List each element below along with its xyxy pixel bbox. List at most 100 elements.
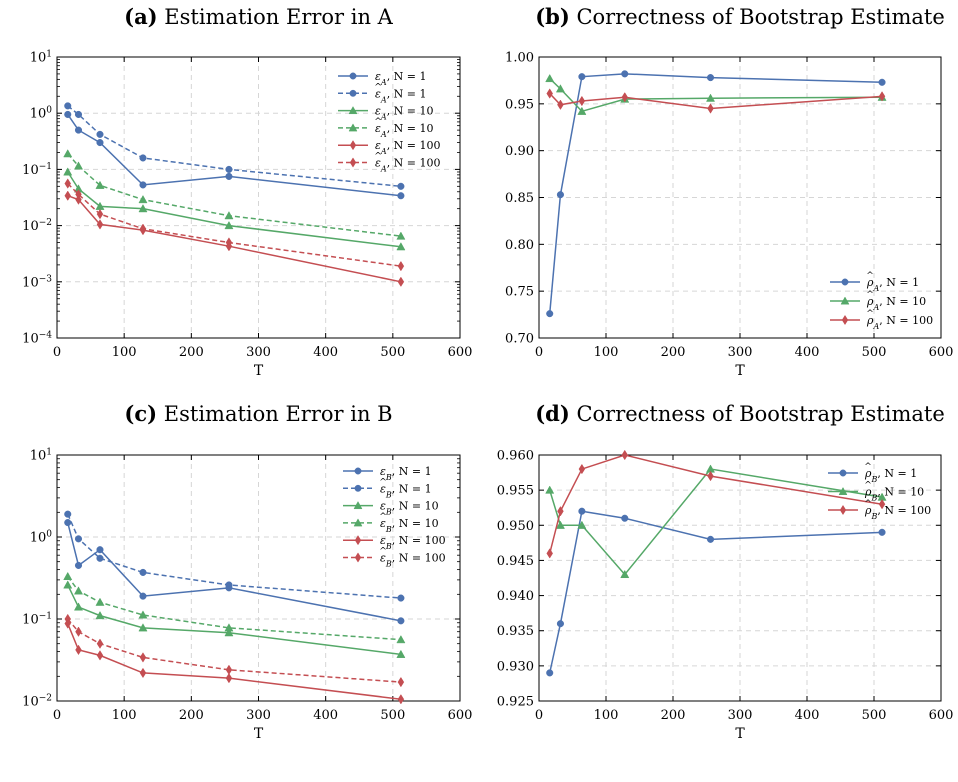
- hat-accent: ^: [374, 152, 382, 162]
- hat-accent: ^: [379, 512, 387, 522]
- data-point: [225, 672, 233, 684]
- x-tick-label: 400: [313, 345, 338, 360]
- data-point: [225, 172, 233, 180]
- data-point: [706, 535, 715, 543]
- legend-marker: [349, 157, 357, 168]
- data-point: [705, 93, 716, 102]
- data-point: [621, 92, 629, 103]
- data-point: [224, 220, 234, 230]
- data-point: [555, 520, 565, 529]
- data-point: [545, 73, 555, 83]
- legend-label: εA, N = 10: [375, 122, 434, 139]
- data-point: [546, 310, 554, 318]
- series-line: [67, 618, 401, 683]
- series-group: [63, 102, 406, 287]
- legend-label: εB, N = 10: [380, 500, 439, 516]
- legend: ρB, N = 1^ρB, N = 10^ρB, N = 100^: [828, 463, 931, 521]
- y-tick-label: 10−3: [22, 274, 52, 290]
- series-line: [67, 522, 402, 622]
- y-tick-label: 10−1: [22, 612, 52, 628]
- data-point: [707, 470, 714, 482]
- x-tick-label: 600: [448, 345, 473, 360]
- chart-panel-c: (c) Estimation Error in B 0 100 200 300 400 50…: [22, 401, 472, 742]
- x-tick-label: 300: [246, 708, 271, 723]
- data-point: [225, 165, 233, 173]
- data-point: [397, 617, 405, 625]
- x-tick-label: 0: [53, 708, 61, 723]
- legend-marker: [841, 278, 849, 286]
- x-tick-label: 400: [313, 708, 338, 723]
- x-tick-label: 300: [246, 345, 271, 360]
- hat-accent: ^: [379, 547, 387, 557]
- data-point: [64, 110, 72, 119]
- data-point: [396, 231, 406, 240]
- legend-marker: [354, 535, 362, 546]
- data-point: [707, 103, 714, 114]
- x-tick-label: 300: [728, 345, 753, 360]
- x-tick-label: 600: [929, 345, 954, 360]
- x-tick-label: 500: [862, 345, 887, 360]
- hat-accent: ^: [866, 310, 874, 320]
- data-point: [63, 167, 73, 176]
- x-tick-label: 200: [661, 708, 686, 723]
- data-point: [546, 669, 554, 677]
- legend-label: ρA, N = 10: [866, 295, 926, 312]
- series-line: [67, 183, 401, 267]
- x-tick-label: 600: [929, 708, 954, 723]
- legend-label: εA, N = 10: [375, 105, 434, 122]
- data-point: [396, 635, 406, 644]
- chart-title: (c) Estimation Error in B: [124, 401, 392, 426]
- data-point: [225, 664, 233, 676]
- x-axis-label: T: [735, 726, 745, 742]
- y-tick-label: 100: [30, 106, 53, 122]
- data-point: [139, 667, 147, 679]
- series-line: [549, 468, 883, 576]
- legend-marker: [348, 106, 358, 115]
- series-line: [67, 513, 401, 599]
- data-point: [396, 242, 406, 251]
- data-point: [706, 74, 715, 82]
- data-point: [397, 594, 405, 602]
- data-point: [878, 528, 886, 536]
- data-point: [556, 191, 564, 199]
- series-line: [548, 510, 883, 674]
- legend-label: ρB, N = 10: [864, 486, 924, 503]
- x-tick-label: 100: [594, 708, 619, 723]
- data-point: [225, 581, 233, 589]
- hat-accent: ^: [374, 117, 382, 127]
- data-point: [621, 514, 629, 522]
- data-point: [397, 676, 405, 688]
- y-tick-label: 0.940: [497, 589, 534, 604]
- y-tick-label: 0.80: [505, 238, 534, 253]
- data-point: [96, 546, 104, 554]
- data-point: [63, 580, 73, 589]
- data-point: [96, 638, 104, 649]
- y-tick-label: 10−4: [22, 331, 52, 347]
- hat-accent: ^: [864, 500, 872, 510]
- data-point: [74, 110, 83, 119]
- x-tick-label: 400: [795, 345, 820, 360]
- x-tick-label: 100: [112, 345, 137, 360]
- chart-title: (d) Correctness of Bootstrap Estimate: [535, 401, 945, 426]
- data-point: [546, 548, 553, 559]
- data-point: [74, 535, 83, 543]
- data-point: [138, 194, 148, 204]
- legend-marker: [841, 314, 849, 326]
- chart-panel-d: (d) Correctness of Bootstrap Estimate 0 10…: [497, 401, 954, 742]
- x-tick-label: 500: [380, 708, 405, 723]
- series-group: [545, 449, 887, 677]
- data-point: [64, 190, 71, 201]
- data-point: [557, 99, 564, 110]
- data-point: [64, 102, 72, 110]
- series-line: [67, 171, 401, 248]
- data-point: [620, 569, 630, 579]
- y-tick-label: 0.85: [505, 191, 534, 206]
- data-point: [878, 499, 886, 510]
- chart-title: (b) Correctness of Bootstrap Estimate: [535, 4, 945, 29]
- data-point: [138, 204, 148, 213]
- data-point: [621, 449, 629, 461]
- x-tick-label: 100: [594, 345, 619, 360]
- legend-marker: [354, 484, 362, 492]
- legend-label: εB, N = 1: [380, 465, 432, 482]
